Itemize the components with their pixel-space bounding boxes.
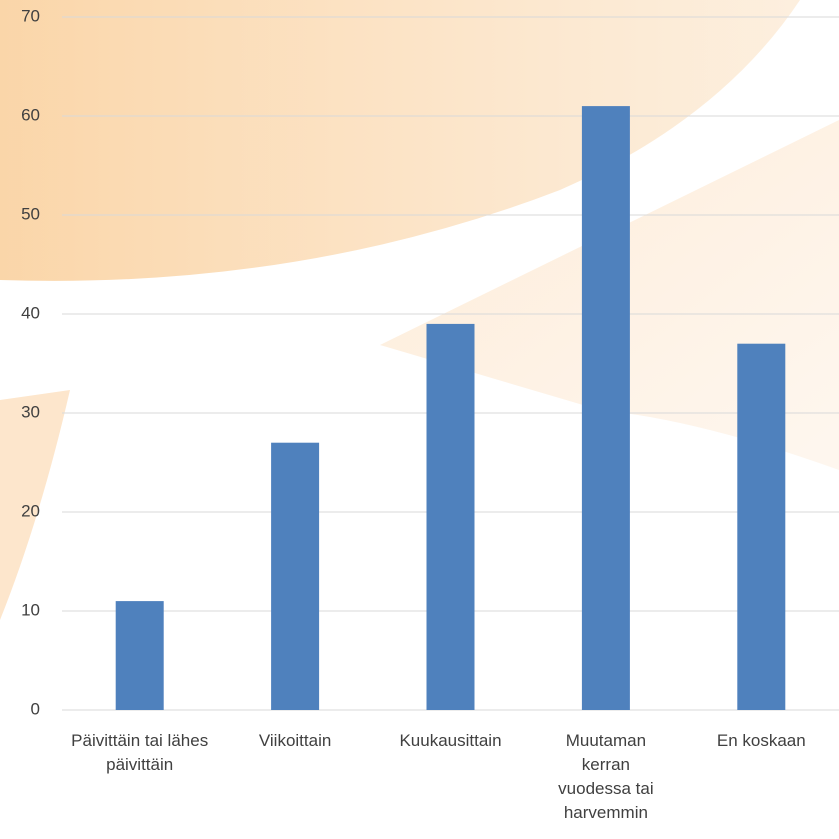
y-tick-label: 40: [21, 303, 40, 322]
y-tick-label: 20: [21, 501, 40, 520]
bar: [737, 343, 786, 710]
bar: [581, 106, 630, 711]
y-tick-label: 70: [21, 6, 40, 25]
x-tick-label: Viikoittain: [258, 731, 332, 750]
y-tick-label: 60: [21, 105, 40, 124]
bar: [115, 601, 164, 710]
x-tick-label: Kuukausittain: [399, 731, 502, 750]
y-tick-label: 10: [21, 600, 40, 619]
bar: [271, 442, 320, 710]
background-shape: [0, 390, 70, 620]
x-tick-label: Muutaman kerran vuodessa tai harvemmin: [558, 731, 654, 822]
bar: [426, 323, 475, 710]
x-tick-label: En koskaan: [716, 731, 806, 750]
y-tick-label: 0: [31, 699, 40, 718]
background-shape: [0, 0, 800, 281]
y-tick-label: 50: [21, 204, 40, 223]
y-tick-label: 30: [21, 402, 40, 421]
x-tick-label: Päivittäin tai lähes päivittäin: [71, 731, 209, 774]
